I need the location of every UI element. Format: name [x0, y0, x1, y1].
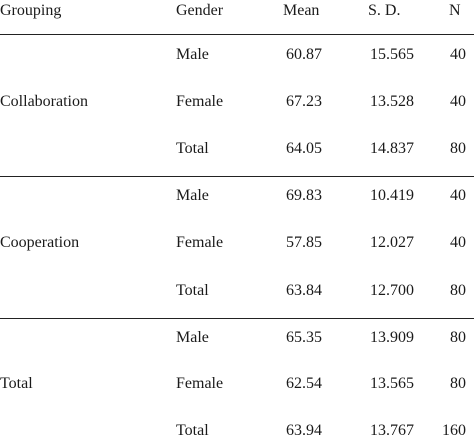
row-n: 80	[450, 375, 466, 392]
group-label-collaboration: Collaboration	[0, 93, 88, 110]
row-mean: 65.35	[286, 329, 322, 346]
row-n: 80	[450, 329, 466, 346]
row-gender: Female	[176, 375, 224, 392]
group-label-total: Total	[0, 375, 33, 392]
group-label-cooperation: Cooperation	[0, 234, 80, 251]
header-n: N	[449, 2, 461, 19]
row-sd: 15.565	[370, 46, 414, 63]
row-gender: Female	[176, 93, 224, 110]
row-sd: 10.419	[370, 187, 414, 204]
row-gender: Total	[176, 140, 209, 157]
row-sd: 13.565	[370, 375, 414, 392]
row-sd: 14.837	[370, 140, 414, 157]
row-mean: 62.54	[286, 375, 322, 392]
row-mean: 60.87	[286, 46, 322, 63]
header-mean: Mean	[283, 2, 320, 19]
row-sd: 13.528	[370, 93, 414, 110]
row-n: 40	[450, 46, 466, 63]
row-sd: 13.909	[370, 329, 414, 346]
row-n: 80	[450, 282, 466, 299]
row-mean: 63.94	[286, 422, 322, 439]
row-n: 160	[442, 422, 466, 439]
row-mean: 67.23	[286, 93, 322, 110]
row-mean: 64.05	[286, 140, 322, 157]
row-gender: Male	[176, 329, 209, 346]
header-divider	[0, 34, 474, 35]
row-n: 40	[450, 187, 466, 204]
header-sd: S. D.	[368, 2, 401, 19]
header-gender: Gender	[176, 2, 224, 19]
row-gender: Total	[176, 282, 209, 299]
group-divider	[0, 176, 474, 177]
row-gender: Male	[176, 187, 209, 204]
header-grouping: Grouping	[0, 2, 62, 19]
row-sd: 12.700	[370, 282, 414, 299]
row-sd: 13.767	[370, 422, 414, 439]
row-n: 80	[450, 140, 466, 157]
row-mean: 57.85	[286, 234, 322, 251]
table-header: Grouping Gender Mean S. D. N	[0, 0, 474, 34]
group-divider	[0, 318, 474, 319]
row-gender: Total	[176, 422, 209, 439]
row-gender: Male	[176, 46, 209, 63]
row-n: 40	[450, 93, 466, 110]
row-mean: 69.83	[286, 187, 322, 204]
row-sd: 12.027	[370, 234, 414, 251]
row-mean: 63.84	[286, 282, 322, 299]
row-n: 40	[450, 234, 466, 251]
row-gender: Female	[176, 234, 224, 251]
